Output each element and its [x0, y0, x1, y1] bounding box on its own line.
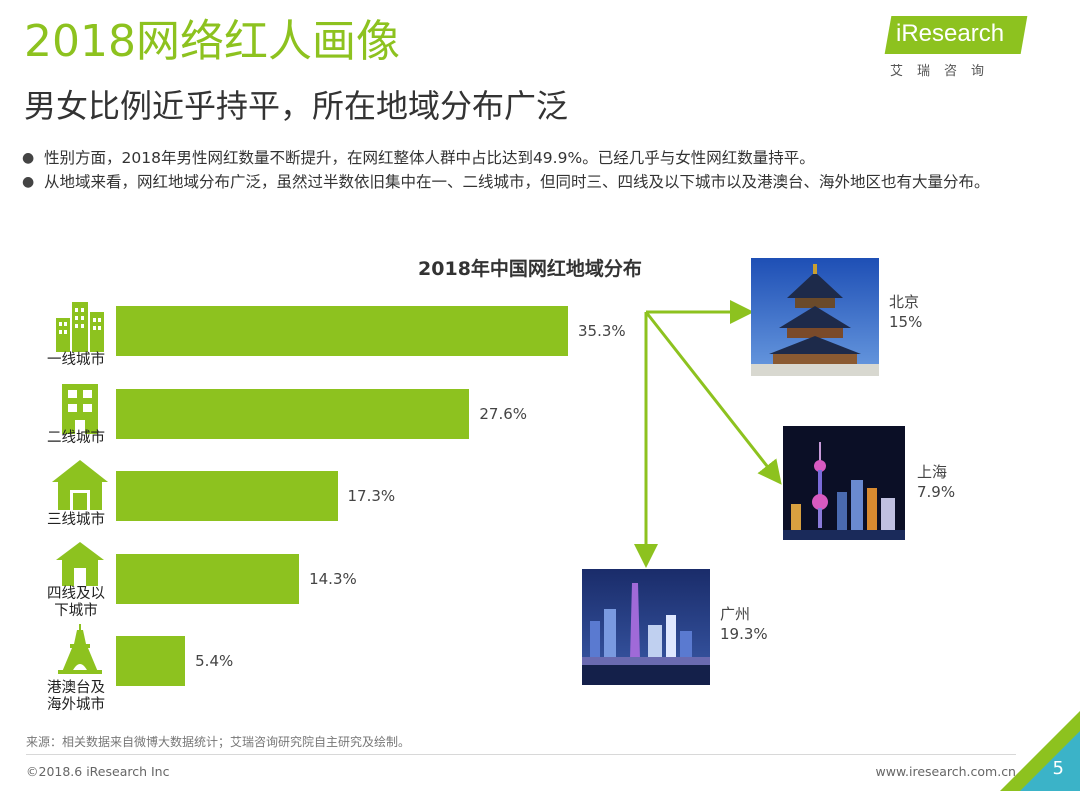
copyright: ©2018.6 iResearch Inc — [26, 764, 170, 779]
city-label-beijing: 北京 15% — [889, 292, 922, 332]
category-label-tier3: 三线城市 — [36, 512, 116, 529]
page-number: 5 — [1052, 758, 1064, 779]
bullet-region: 从地域来看，网红地域分布广泛，虽然过半数依旧集中在一、二线城市，但同时三、四线及… — [22, 170, 1032, 194]
footer-divider — [26, 754, 1016, 755]
bar-hkmt — [116, 636, 186, 686]
category-label-tier3-line1: 三线城市 — [47, 512, 105, 528]
logo-subtext: 艾瑞咨询 — [890, 64, 999, 79]
city-value-beijing: 15% — [889, 313, 923, 331]
category-label-tier1-line1: 一线城市 — [47, 352, 105, 368]
category-label-tier1: 一线城市 — [36, 352, 116, 369]
bar-tier4 — [116, 554, 300, 604]
category-label-tier2: 二线城市 — [36, 430, 116, 447]
guangzhou-photo — [582, 569, 710, 685]
source-note: 来源：相关数据来自微博大数据统计；艾瑞咨询研究院自主研究及绘制。 — [26, 735, 411, 749]
bar-value-tier2: 27.6% — [479, 405, 528, 423]
arrow-to-shanghai — [644, 311, 782, 485]
bullet-gender: 性别方面，2018年男性网红数量不断提升，在网红整体人群中占比达到49.9%。已… — [22, 146, 1032, 170]
city-name-beijing: 北京 — [889, 293, 920, 311]
page-subtitle: 男女比例近乎持平，所在地域分布广泛 — [24, 87, 569, 125]
bar-tier1 — [116, 306, 568, 356]
bar-tier2 — [116, 389, 470, 439]
logo-text: iResearch — [896, 20, 1005, 47]
category-label-hkmt-line2: 海外城市 — [47, 697, 105, 713]
category-label-tier4: 四线及以 下城市 — [36, 586, 116, 620]
bar-value-hkmt: 5.4% — [195, 652, 234, 670]
page-corner-decoration — [1000, 711, 1080, 791]
city-name-shanghai: 上海 — [917, 463, 948, 481]
tier2-city-icon — [50, 382, 110, 434]
city-value-shanghai: 7.9% — [917, 483, 956, 501]
bar-value-tier3: 17.3% — [347, 487, 396, 505]
website-link[interactable]: www.iresearch.com.cn — [875, 764, 1017, 779]
chart-title: 2018年中国网红地域分布 — [418, 258, 642, 280]
iresearch-logo: iResearch 艾瑞咨询 — [884, 10, 1028, 80]
category-label-hkmt: 港澳台及 海外城市 — [36, 680, 116, 714]
eiffel-tower-icon — [50, 624, 110, 676]
category-label-hkmt-line1: 港澳台及 — [47, 680, 105, 696]
city-label-shanghai: 上海 7.9% — [917, 462, 955, 502]
bar-tier3 — [116, 471, 338, 521]
bar-value-tier1: 35.3% — [578, 322, 626, 340]
shanghai-photo — [783, 426, 905, 540]
bar-value-tier4: 14.3% — [309, 570, 357, 588]
bullet-list: 性别方面，2018年男性网红数量不断提升，在网红整体人群中占比达到49.9%。已… — [22, 146, 1032, 194]
city-name-guangzhou: 广州 — [720, 605, 751, 623]
category-label-tier4-line1: 四线及以 — [47, 586, 105, 602]
tier3-city-icon — [50, 458, 110, 510]
category-label-tier2-line1: 二线城市 — [47, 430, 105, 446]
tier1-city-icon — [50, 300, 110, 352]
beijing-photo — [751, 258, 879, 376]
tier4-city-icon — [50, 538, 110, 590]
city-value-guangzhou: 19.3% — [720, 625, 768, 643]
page-title: 2018网络红人画像 — [24, 16, 400, 67]
city-label-guangzhou: 广州 19.3% — [720, 604, 768, 644]
category-label-tier4-line2: 下城市 — [54, 603, 98, 619]
